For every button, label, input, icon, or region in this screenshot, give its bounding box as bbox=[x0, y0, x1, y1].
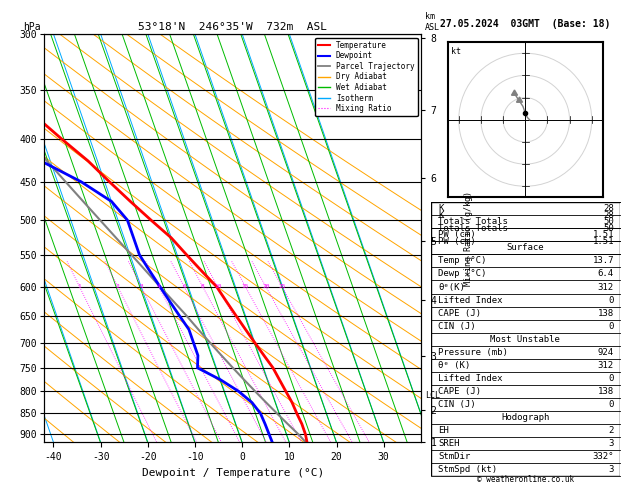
Text: EH: EH bbox=[438, 426, 449, 435]
Text: CIN (J): CIN (J) bbox=[438, 322, 476, 330]
Text: 6.4: 6.4 bbox=[598, 269, 614, 278]
Text: θᵉ(K): θᵉ(K) bbox=[438, 282, 465, 292]
Text: StmDir: StmDir bbox=[438, 452, 470, 461]
Legend: Temperature, Dewpoint, Parcel Trajectory, Dry Adiabat, Wet Adiabat, Isotherm, Mi: Temperature, Dewpoint, Parcel Trajectory… bbox=[315, 38, 418, 116]
Text: 924: 924 bbox=[598, 348, 614, 357]
Text: CAPE (J): CAPE (J) bbox=[438, 387, 481, 396]
Text: K: K bbox=[438, 211, 444, 220]
Text: Dewp (°C): Dewp (°C) bbox=[438, 269, 487, 278]
Text: hPa: hPa bbox=[23, 21, 41, 32]
Text: kt: kt bbox=[451, 47, 461, 56]
Text: Temp (°C): Temp (°C) bbox=[438, 257, 487, 265]
Title: 53°18'N  246°35'W  732m  ASL: 53°18'N 246°35'W 732m ASL bbox=[138, 22, 327, 32]
Text: 15: 15 bbox=[242, 284, 249, 289]
Text: 1.51: 1.51 bbox=[593, 237, 614, 246]
Text: 28: 28 bbox=[603, 204, 614, 213]
Text: Lifted Index: Lifted Index bbox=[438, 374, 503, 383]
Text: 6: 6 bbox=[182, 284, 186, 289]
Text: SREH: SREH bbox=[438, 439, 460, 448]
X-axis label: Dewpoint / Temperature (°C): Dewpoint / Temperature (°C) bbox=[142, 468, 324, 478]
Text: 332°: 332° bbox=[593, 452, 614, 461]
Text: 3: 3 bbox=[140, 284, 143, 289]
Text: 3: 3 bbox=[608, 439, 614, 448]
Text: PW (cm): PW (cm) bbox=[438, 230, 476, 239]
Text: Mixing Ratio (g/kg): Mixing Ratio (g/kg) bbox=[464, 191, 473, 286]
Text: PW (cm): PW (cm) bbox=[438, 237, 476, 246]
Text: 312: 312 bbox=[598, 282, 614, 292]
Text: Surface: Surface bbox=[506, 243, 544, 252]
Text: 20: 20 bbox=[262, 284, 269, 289]
Text: 1: 1 bbox=[77, 284, 81, 289]
Text: Most Unstable: Most Unstable bbox=[490, 335, 560, 344]
Text: θᵉ (K): θᵉ (K) bbox=[438, 361, 470, 370]
Text: 25: 25 bbox=[278, 284, 286, 289]
Text: 0: 0 bbox=[608, 295, 614, 305]
Text: Totals Totals: Totals Totals bbox=[438, 224, 508, 233]
Text: Totals Totals: Totals Totals bbox=[438, 217, 508, 226]
Text: km
ASL: km ASL bbox=[425, 12, 440, 32]
Text: 13.7: 13.7 bbox=[593, 257, 614, 265]
Text: 2: 2 bbox=[116, 284, 120, 289]
Text: 28: 28 bbox=[603, 211, 614, 220]
Text: 27.05.2024  03GMT  (Base: 18): 27.05.2024 03GMT (Base: 18) bbox=[440, 19, 610, 29]
Text: K: K bbox=[438, 204, 444, 213]
Text: 3: 3 bbox=[608, 465, 614, 474]
Text: 138: 138 bbox=[598, 309, 614, 318]
Text: 2: 2 bbox=[608, 426, 614, 435]
Text: 4: 4 bbox=[157, 284, 160, 289]
Text: 0: 0 bbox=[608, 322, 614, 330]
Text: © weatheronline.co.uk: © weatheronline.co.uk bbox=[477, 474, 574, 484]
Text: 50: 50 bbox=[603, 224, 614, 233]
Text: CAPE (J): CAPE (J) bbox=[438, 309, 481, 318]
Text: 8: 8 bbox=[201, 284, 204, 289]
Text: 1.51: 1.51 bbox=[593, 230, 614, 239]
Text: 0: 0 bbox=[608, 400, 614, 409]
Text: 312: 312 bbox=[598, 361, 614, 370]
Text: 10: 10 bbox=[214, 284, 221, 289]
Text: CIN (J): CIN (J) bbox=[438, 400, 476, 409]
Text: Hodograph: Hodograph bbox=[501, 413, 549, 422]
Text: LCL: LCL bbox=[426, 391, 440, 400]
Text: 50: 50 bbox=[603, 217, 614, 226]
Text: 138: 138 bbox=[598, 387, 614, 396]
Text: Pressure (mb): Pressure (mb) bbox=[438, 348, 508, 357]
Text: 0: 0 bbox=[608, 374, 614, 383]
Text: StmSpd (kt): StmSpd (kt) bbox=[438, 465, 498, 474]
Text: Lifted Index: Lifted Index bbox=[438, 295, 503, 305]
